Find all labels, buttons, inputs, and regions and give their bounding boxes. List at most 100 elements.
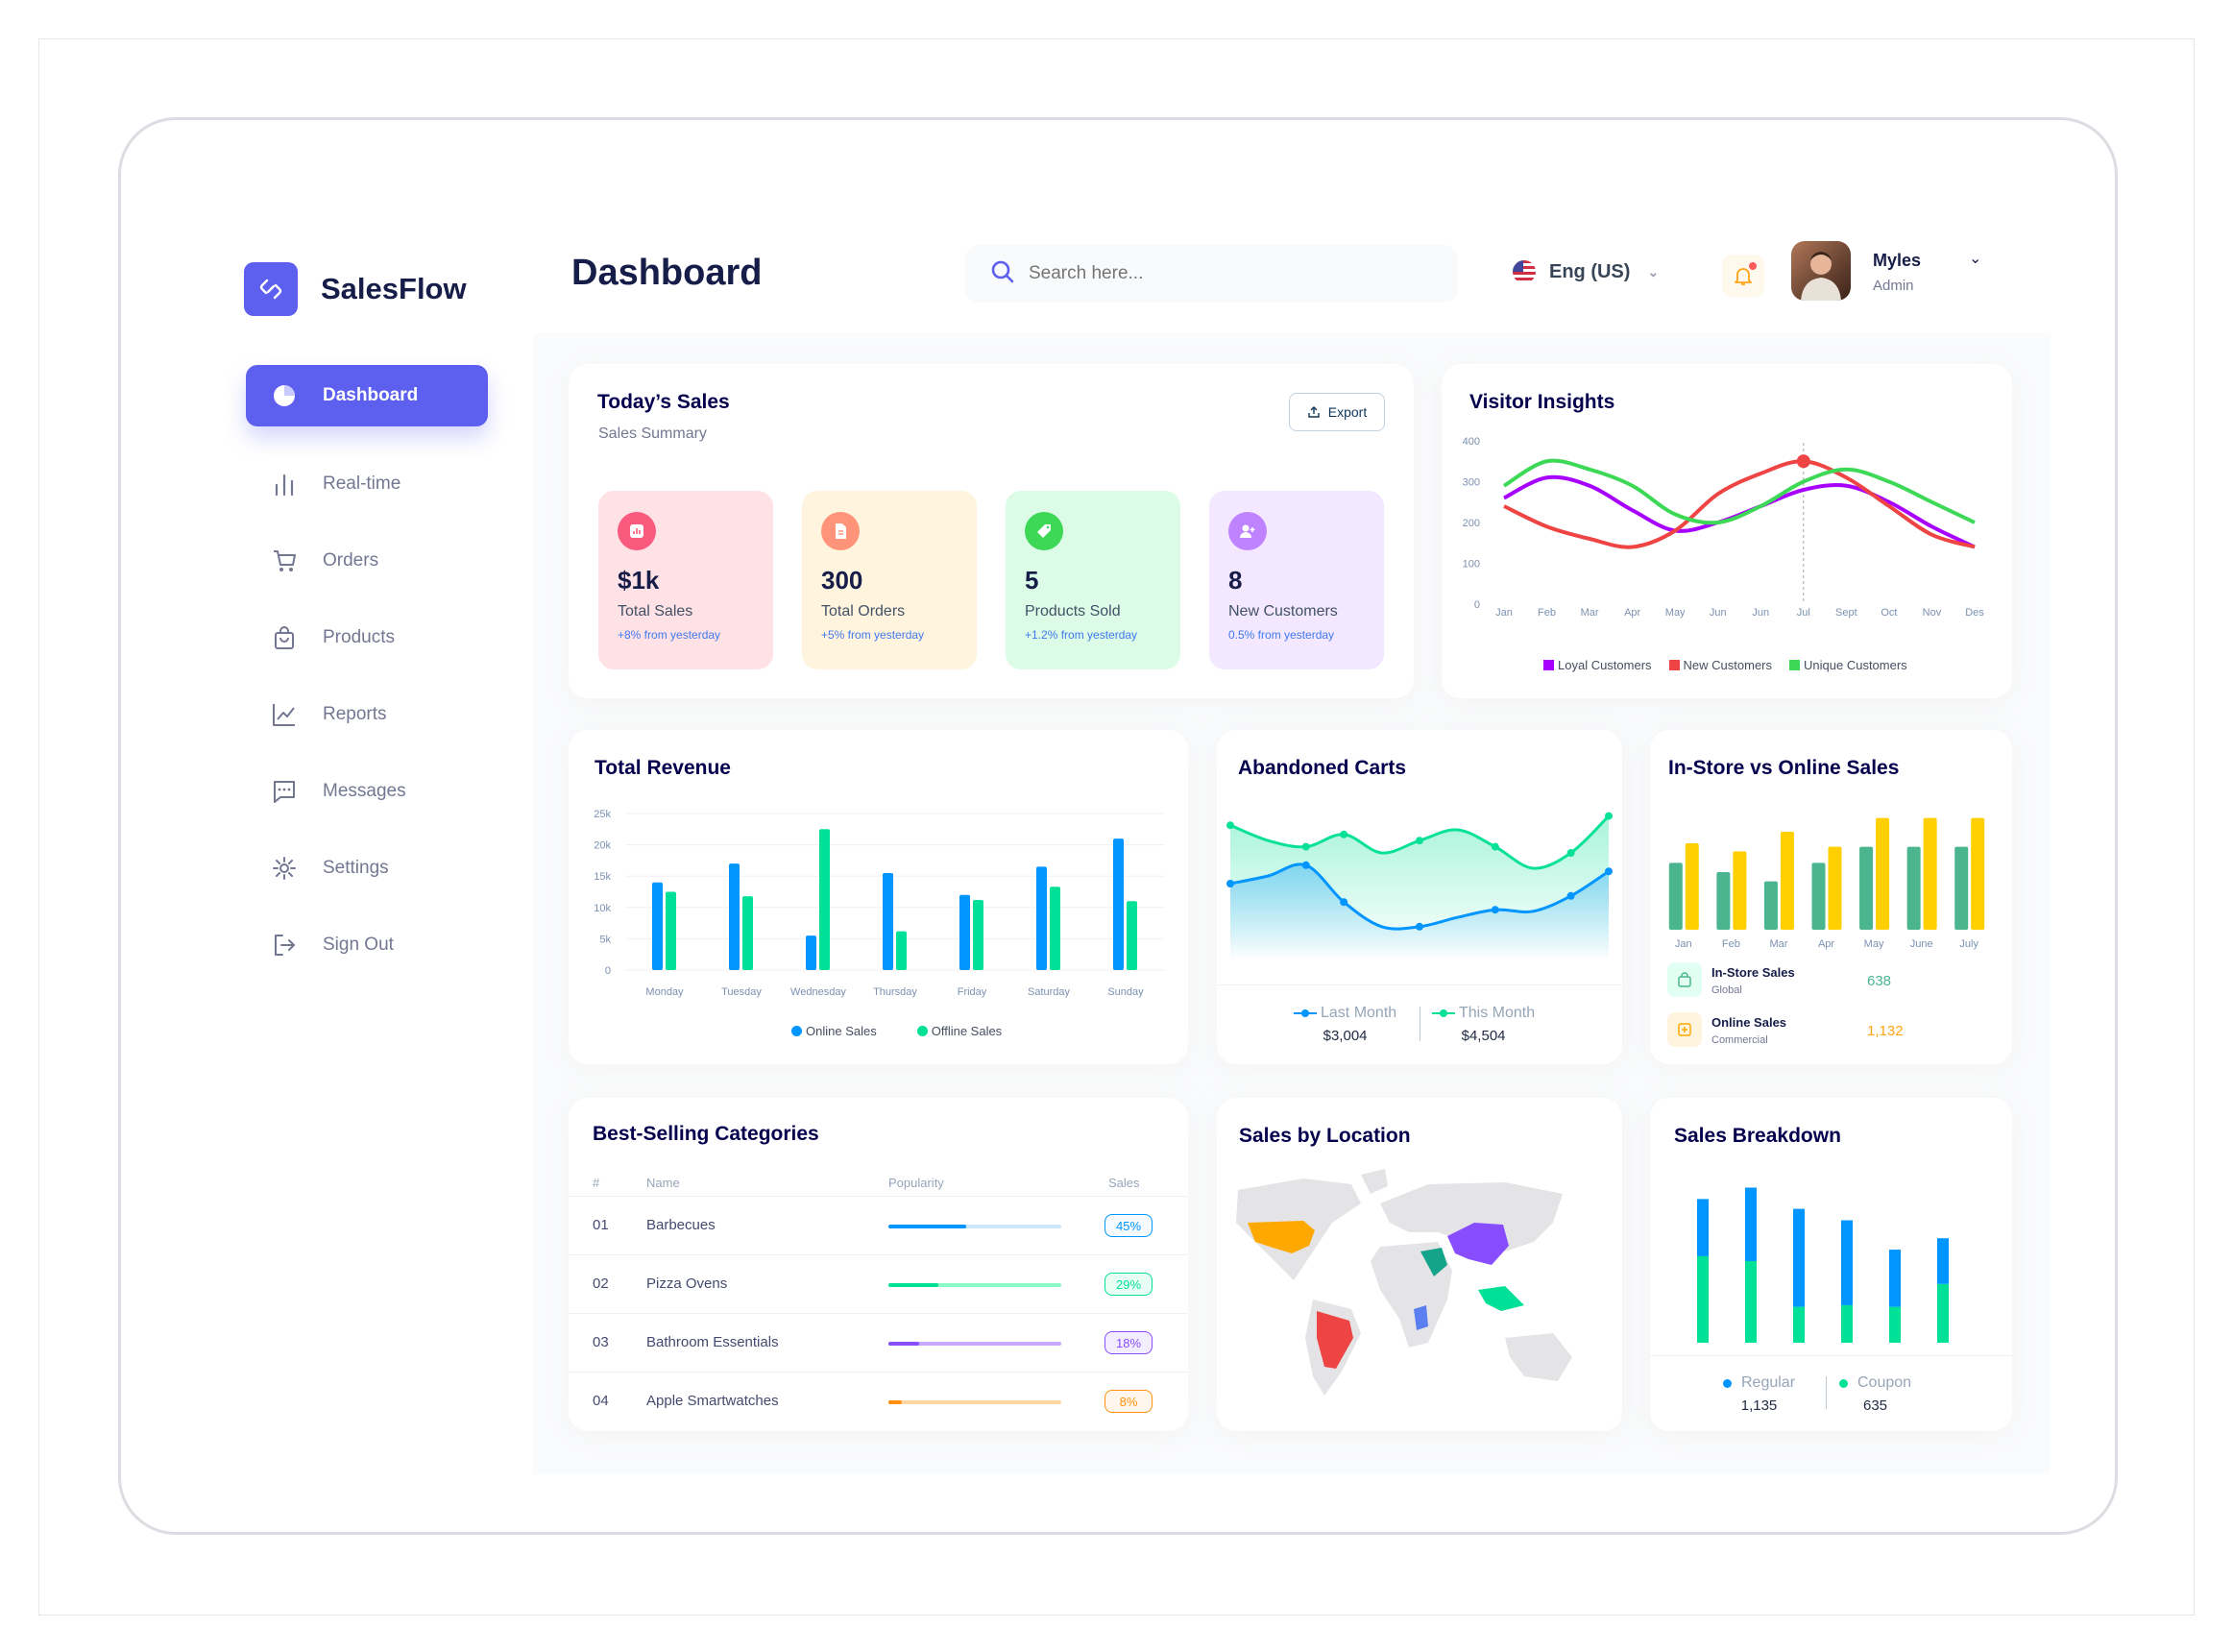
series-point <box>1340 830 1348 838</box>
bar-online-sales <box>1828 846 1842 930</box>
x-tick-label: Feb <box>1538 607 1556 619</box>
x-tick-label: Thursday <box>873 986 917 998</box>
brand[interactable]: SalesFlow <box>244 262 467 316</box>
popularity-bar <box>888 1225 1061 1228</box>
stat-change: 0.5% from yesterday <box>1228 628 1335 642</box>
sidebar-item-dashboard[interactable]: Dashboard <box>246 365 488 426</box>
sidebar-item-sign-out[interactable]: Sign Out <box>246 914 488 976</box>
language-selector[interactable]: Eng (US) ⌄ <box>1513 260 1659 283</box>
user-menu-chevron-icon[interactable]: ⌄ <box>1969 251 1982 267</box>
sidebar-item-label: Orders <box>323 550 379 571</box>
sidebar-item-messages[interactable]: Messages <box>246 761 488 822</box>
bar-online-sales <box>1036 866 1047 970</box>
series-point <box>1605 867 1613 876</box>
series-area <box>1230 863 1609 960</box>
abandoned-carts-chart <box>1226 812 1613 960</box>
notifications-button[interactable] <box>1722 255 1764 297</box>
map-region-eurasia <box>1380 1182 1563 1251</box>
stat-change: +5% from yesterday <box>821 628 925 642</box>
popularity-fill <box>888 1400 903 1404</box>
stat-change: +8% from yesterday <box>618 628 721 642</box>
map-region-saudi-arabia <box>1420 1248 1447 1276</box>
online-value: 1,132 <box>1867 1023 1904 1039</box>
sidebar-item-reports[interactable]: Reports <box>246 684 488 745</box>
abandoned-carts-title: Abandoned Carts <box>1238 757 1407 779</box>
sidebar-item-real-time[interactable]: Real-time <box>246 453 488 515</box>
avatar[interactable] <box>1791 241 1851 301</box>
search-bar[interactable] <box>965 245 1458 303</box>
y-tick-label: 20k <box>594 840 611 852</box>
popularity-fill <box>888 1225 966 1228</box>
x-tick-label: Oct <box>1881 607 1897 619</box>
total-revenue-card: Total Revenue 25k 20k 15k 10k 5k 0 Monday Tuesd… <box>569 730 1188 1064</box>
table-row[interactable]: 01 Barbecues 45% <box>569 1196 1188 1254</box>
x-tick-label: June <box>1910 938 1933 950</box>
x-tick-label: Jun <box>1752 607 1769 619</box>
row-name: Apple Smartwatches <box>646 1393 779 1409</box>
bar-instore-sales <box>1716 872 1731 930</box>
regular-metric: Regular 1,135 <box>1723 1374 1795 1414</box>
bar-regular <box>1889 1250 1901 1307</box>
bar-coupon <box>1937 1283 1949 1343</box>
map-region-indonesia <box>1478 1286 1524 1311</box>
brand-logo-icon <box>244 262 298 316</box>
x-tick-label: Mar <box>1769 938 1787 950</box>
bar-offline-sales <box>896 931 907 970</box>
table-row[interactable]: 02 Pizza Ovens 29% <box>569 1254 1188 1313</box>
series-point <box>1605 812 1613 820</box>
bar-regular <box>1793 1208 1805 1307</box>
visitor-insights-chart: 400 300 200 100 0 Jan Feb Mar Apr May Jun Jun Jul Sep… <box>1463 436 1985 619</box>
bar-online-sales <box>959 894 970 970</box>
page-title: Dashboard <box>571 253 763 293</box>
sidebar-item-products[interactable]: Products <box>246 607 488 668</box>
last-month-value: $3,004 <box>1323 1028 1368 1044</box>
table-row[interactable]: 04 Apple Smartwatches 8% <box>569 1372 1188 1430</box>
x-tick-label: Monday <box>645 986 684 998</box>
line-chart-icon <box>271 701 298 728</box>
sidebar-item-orders[interactable]: Orders <box>246 530 488 592</box>
pie-chart-icon <box>271 382 298 409</box>
y-tick-label: 25k <box>594 809 611 820</box>
sidebar-item-label: Settings <box>323 858 389 878</box>
table-row[interactable]: 03 Bathroom Essentials 18% <box>569 1313 1188 1372</box>
stat-value: $1k <box>618 566 660 595</box>
sidebar-item-settings[interactable]: Settings <box>246 838 488 899</box>
export-button[interactable]: Export <box>1289 393 1385 431</box>
abandoned-carts-card: Abandoned Carts Last Month $3,004 This M… <box>1217 730 1622 1064</box>
bar-coupon <box>1745 1261 1757 1343</box>
series-point <box>1226 880 1234 887</box>
sidebar: SalesFlow Dashboard Real-time Orders Pro… <box>202 216 533 1474</box>
series-point <box>1301 861 1310 869</box>
x-tick-label: Mar <box>1581 607 1599 619</box>
bar-online-sales <box>1876 817 1890 930</box>
sales-by-location-title: Sales by Location <box>1239 1125 1411 1147</box>
regular-label: Regular <box>1741 1374 1796 1391</box>
bar-coupon <box>1841 1304 1853 1343</box>
stat-label: New Customers <box>1228 603 1338 620</box>
sales-badge: 29% <box>1104 1273 1153 1296</box>
sidebar-item-label: Real-time <box>323 474 401 494</box>
stat-change: +1.2% from yesterday <box>1025 628 1138 642</box>
sidebar-nav: Dashboard Real-time Orders Products Repo… <box>246 365 488 991</box>
sales-badge: 8% <box>1104 1390 1153 1413</box>
bar-regular <box>1937 1238 1949 1284</box>
us-flag-icon <box>1513 260 1536 283</box>
todays-sales-card: Today’s Sales Sales Summary Export $1k T… <box>569 364 1414 698</box>
x-tick-label: Des <box>1965 607 1984 619</box>
legend-item: Loyal Customers <box>1543 658 1652 672</box>
sidebar-item-label: Sign Out <box>323 935 394 955</box>
header-sales: Sales <box>1108 1176 1140 1190</box>
header-popularity: Popularity <box>888 1176 944 1190</box>
row-name: Pizza Ovens <box>646 1275 728 1292</box>
tag-icon <box>1667 1012 1702 1047</box>
bar-online-sales <box>806 935 816 970</box>
popularity-bar <box>888 1283 1061 1287</box>
instore-sub: Global <box>1711 984 1742 996</box>
online-sub: Commercial <box>1711 1034 1768 1046</box>
x-tick-label: Jun <box>1710 607 1727 619</box>
stat-card-total-orders: 300 Total Orders +5% from yesterday <box>802 491 977 669</box>
bar-online-sales <box>1113 838 1124 970</box>
series-point <box>1416 837 1423 845</box>
search-input[interactable] <box>1029 263 1413 284</box>
bar-offline-sales <box>1127 901 1137 970</box>
